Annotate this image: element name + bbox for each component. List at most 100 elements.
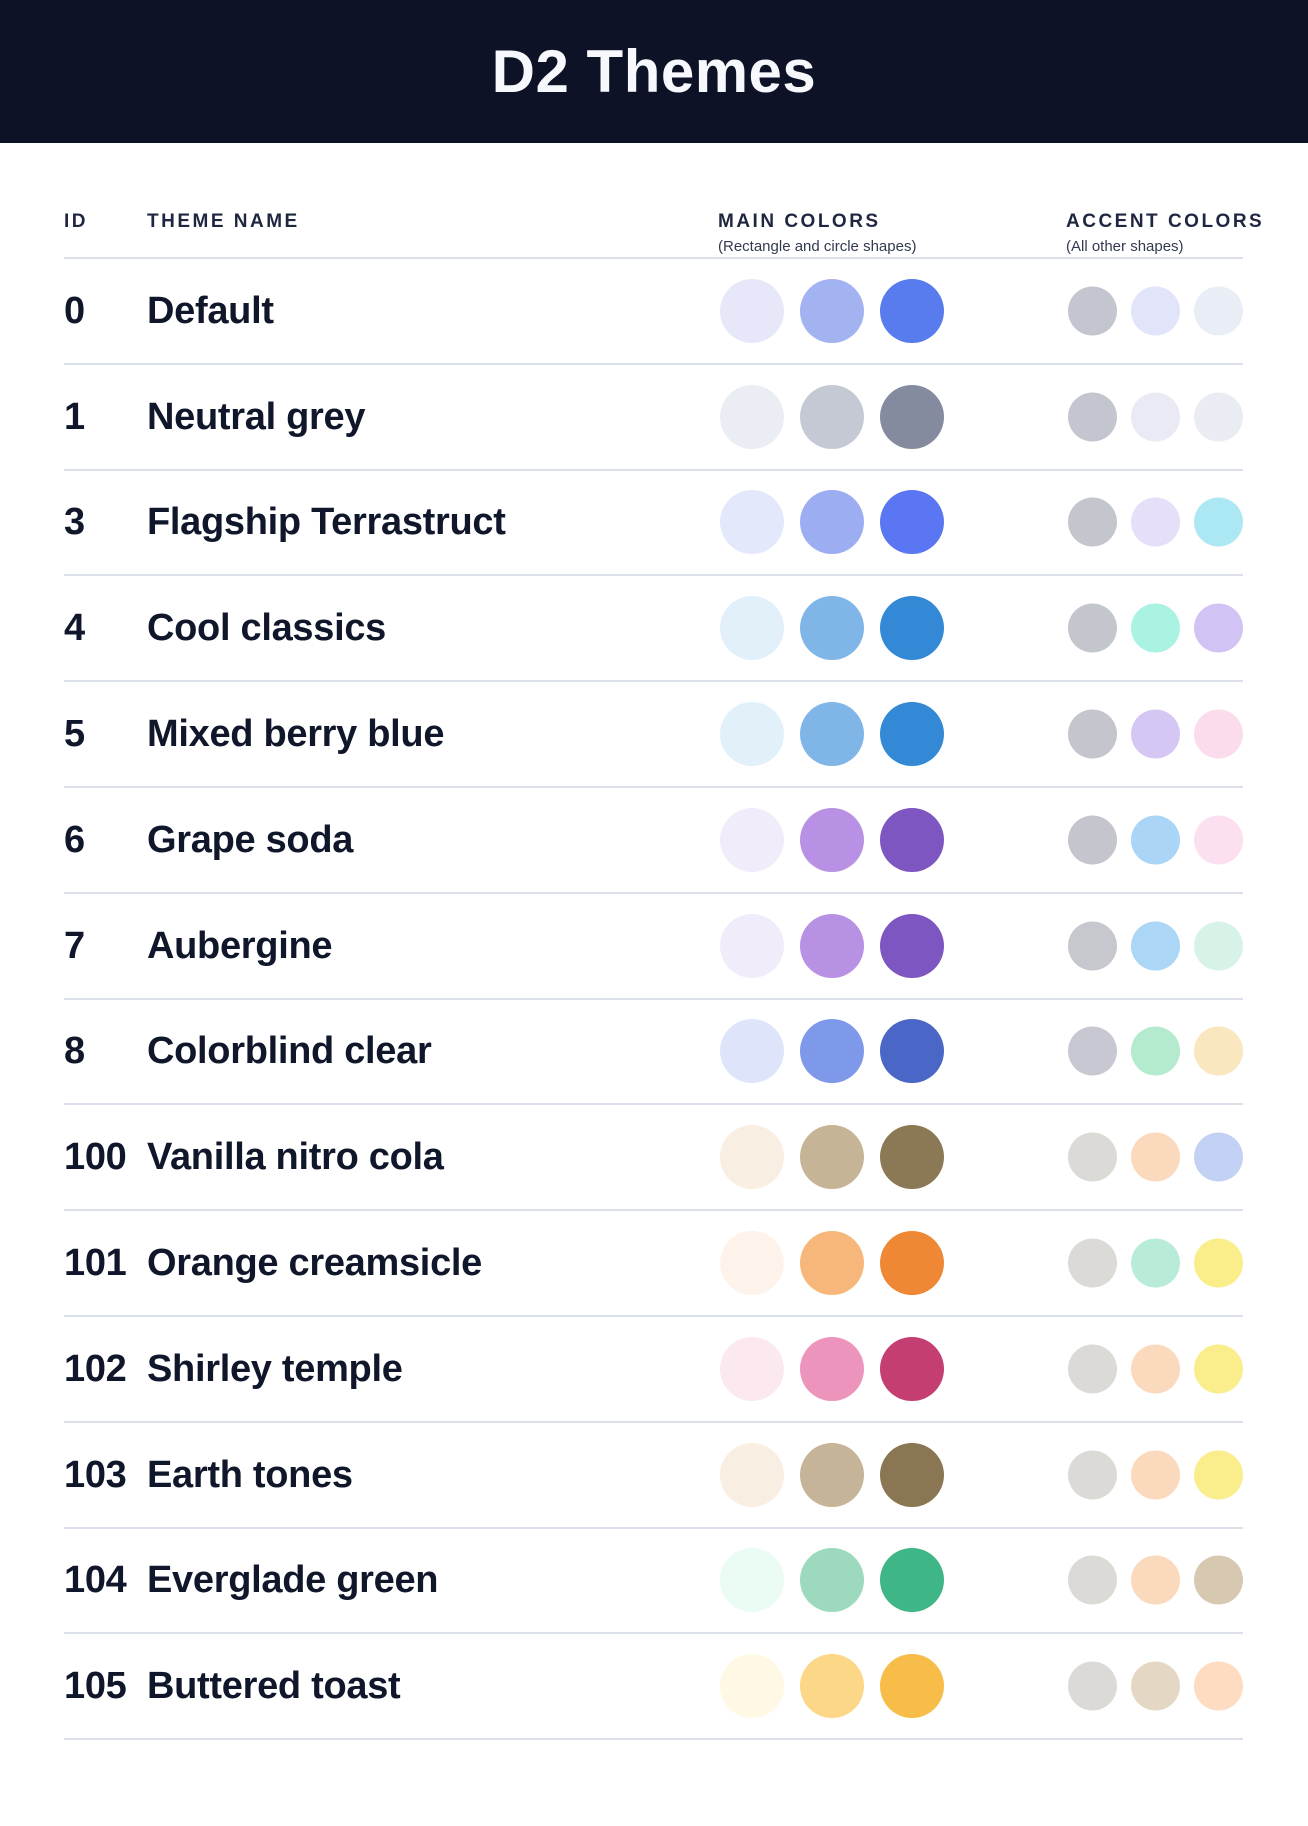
- main-color-swatch: [720, 913, 784, 978]
- accent-colors-subtitle: (All other shapes): [1066, 238, 1184, 255]
- accent-color-swatch: [1194, 603, 1243, 653]
- main-color-swatches: [720, 1442, 944, 1507]
- theme-name: Grape soda: [147, 818, 354, 861]
- main-color-swatches: [720, 490, 944, 555]
- accent-color-swatches: [1068, 815, 1243, 865]
- accent-color-swatch: [1194, 286, 1243, 336]
- main-color-swatch: [880, 702, 944, 767]
- theme-id: 101: [64, 1242, 127, 1285]
- theme-name: Mixed berry blue: [147, 713, 445, 756]
- table-row: 5 Mixed berry blue: [64, 682, 1243, 788]
- main-color-swatches: [720, 702, 944, 767]
- table-row: 3 Flagship Terrastruct: [64, 471, 1243, 577]
- accent-color-swatch: [1068, 603, 1117, 653]
- accent-color-swatches: [1068, 1344, 1243, 1394]
- accent-color-swatch: [1131, 392, 1180, 442]
- main-color-swatch: [880, 278, 944, 343]
- table-row: 103 Earth tones: [64, 1423, 1243, 1529]
- main-color-swatch: [800, 807, 864, 872]
- main-color-swatch: [800, 384, 864, 449]
- accent-color-swatch: [1068, 1344, 1117, 1394]
- theme-table: ID THEME NAME MAIN COLORS (Rectangle and…: [64, 143, 1262, 1741]
- main-color-swatch: [880, 1442, 944, 1507]
- main-color-swatches: [720, 913, 944, 978]
- accent-color-swatch: [1068, 1450, 1117, 1500]
- theme-id: 8: [64, 1030, 85, 1073]
- accent-color-swatch: [1131, 1555, 1180, 1605]
- accent-color-swatch: [1194, 1344, 1243, 1394]
- main-color-swatch: [800, 1548, 864, 1613]
- theme-id: 5: [64, 713, 85, 756]
- accent-color-swatch: [1194, 709, 1243, 759]
- accent-color-swatch: [1194, 921, 1243, 971]
- main-color-swatch: [800, 1019, 864, 1084]
- table-header-row: ID THEME NAME MAIN COLORS (Rectangle and…: [64, 143, 1262, 259]
- theme-id: 1: [64, 395, 85, 438]
- accent-color-swatch: [1131, 497, 1180, 547]
- accent-color-swatch: [1131, 1450, 1180, 1500]
- main-color-swatches: [720, 596, 944, 661]
- accent-color-swatches: [1068, 603, 1243, 653]
- table-row: 4 Cool classics: [64, 576, 1243, 683]
- accent-color-swatch: [1194, 1238, 1243, 1288]
- main-color-swatches: [720, 1125, 944, 1190]
- main-color-swatch: [800, 702, 864, 767]
- main-color-swatch: [720, 1125, 784, 1190]
- accent-color-swatch: [1194, 1132, 1243, 1182]
- main-colors-label: MAIN COLORS: [718, 211, 881, 232]
- accent-color-swatch: [1131, 815, 1180, 865]
- table-row: 7 Aubergine: [64, 894, 1243, 1000]
- theme-name: Everglade green: [147, 1559, 439, 1602]
- accent-color-swatch: [1068, 1661, 1117, 1711]
- main-color-swatches: [720, 1548, 944, 1613]
- accent-color-swatch: [1194, 815, 1243, 865]
- main-color-swatch: [880, 1125, 944, 1190]
- theme-name: Colorblind clear: [147, 1030, 432, 1073]
- accent-color-swatch: [1068, 1026, 1117, 1076]
- accent-color-swatch: [1068, 1132, 1117, 1182]
- accent-color-swatch: [1194, 392, 1243, 442]
- main-color-swatch: [720, 1442, 784, 1507]
- accent-color-swatches: [1068, 497, 1243, 547]
- theme-name: Default: [147, 289, 274, 332]
- column-header-id: ID: [64, 211, 88, 232]
- main-color-swatch: [880, 1548, 944, 1613]
- theme-id: 103: [64, 1453, 127, 1496]
- accent-color-swatches: [1068, 921, 1243, 971]
- table-row: 104 Everglade green: [64, 1529, 1243, 1635]
- accent-color-swatches: [1068, 1026, 1243, 1076]
- main-color-swatch: [720, 702, 784, 767]
- main-color-swatch: [880, 384, 944, 449]
- theme-name: Vanilla nitro cola: [147, 1136, 444, 1179]
- main-color-swatch: [800, 1336, 864, 1401]
- accent-color-swatch: [1068, 1555, 1117, 1605]
- main-color-swatch: [720, 384, 784, 449]
- theme-name: Aubergine: [147, 924, 333, 967]
- theme-id: 105: [64, 1665, 127, 1708]
- main-color-swatch: [880, 1019, 944, 1084]
- accent-color-swatch: [1194, 1026, 1243, 1076]
- theme-id: 3: [64, 501, 85, 544]
- accent-color-swatch: [1194, 1661, 1243, 1711]
- accent-color-swatches: [1068, 1132, 1243, 1182]
- main-color-swatch: [800, 596, 864, 661]
- main-color-swatch: [800, 1654, 864, 1719]
- theme-name: Earth tones: [147, 1453, 353, 1496]
- main-color-swatch: [880, 807, 944, 872]
- main-color-swatch: [800, 913, 864, 978]
- table-row: 1 Neutral grey: [64, 365, 1243, 471]
- main-color-swatches: [720, 384, 944, 449]
- main-color-swatch: [800, 490, 864, 555]
- accent-color-swatch: [1131, 1132, 1180, 1182]
- accent-color-swatch: [1131, 709, 1180, 759]
- theme-table-body: 0 Default 1 Neutral grey 3 Flagship Terr…: [64, 259, 1243, 1741]
- main-color-swatch: [880, 490, 944, 555]
- main-color-swatch: [880, 596, 944, 661]
- main-colors-subtitle: (Rectangle and circle shapes): [718, 238, 917, 255]
- column-header-main-colors: MAIN COLORS (Rectangle and circle shapes…: [718, 212, 916, 254]
- main-color-swatches: [720, 1336, 944, 1401]
- main-color-swatch: [720, 1336, 784, 1401]
- main-color-swatch: [880, 1231, 944, 1296]
- theme-id: 104: [64, 1559, 127, 1602]
- accent-color-swatch: [1068, 709, 1117, 759]
